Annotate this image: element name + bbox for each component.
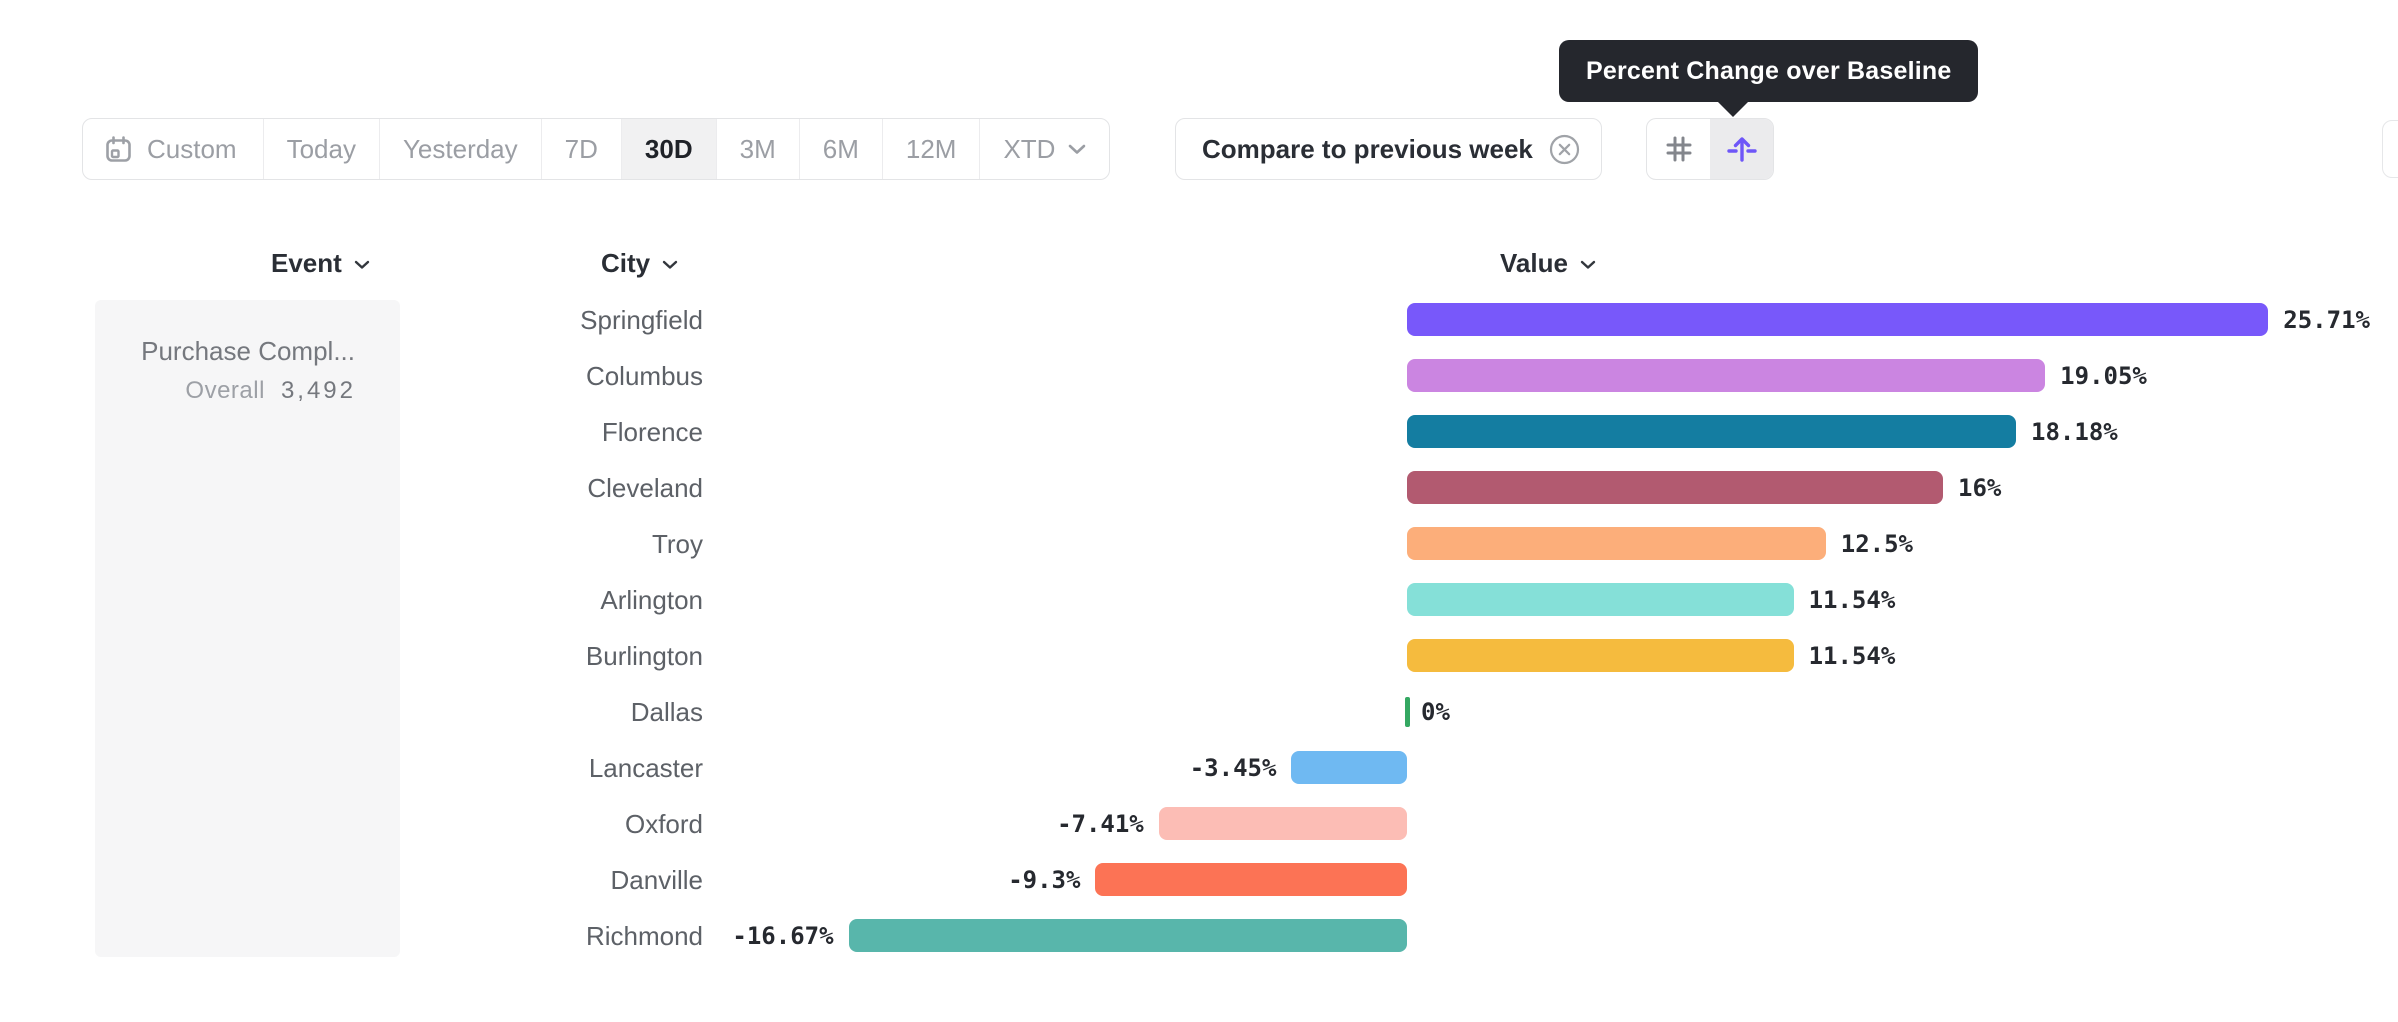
- value-bar[interactable]: [1407, 527, 1826, 560]
- chevron-down-icon: [662, 260, 678, 269]
- value-bar[interactable]: [848, 919, 1407, 952]
- value-label: 19.05%: [2060, 362, 2147, 390]
- city-label: Columbus: [585, 361, 703, 391]
- value-bar[interactable]: [1407, 471, 1943, 504]
- date-range-yesterday[interactable]: Yesterday: [378, 119, 541, 179]
- clipped-edge-button[interactable]: [2382, 120, 2398, 178]
- value-label: 11.54%: [1808, 642, 1896, 670]
- date-range-30d[interactable]: 30D: [620, 119, 716, 179]
- value-label: -16.67%: [732, 922, 834, 950]
- value-bar[interactable]: [1407, 359, 2046, 392]
- view-toggle: [1646, 118, 1774, 180]
- city-label: Arlington: [600, 585, 703, 615]
- overall-label: Overall: [185, 377, 265, 404]
- date-range-6m[interactable]: 6M: [798, 119, 882, 179]
- baseline-arrow-icon: [1725, 132, 1759, 166]
- value-label: -9.3%: [1008, 866, 1081, 894]
- city-label: Troy: [651, 529, 703, 559]
- city-label: Florence: [601, 417, 703, 447]
- table-row: Florence 18.18%: [0, 404, 2398, 460]
- chevron-down-icon: [354, 260, 370, 269]
- baseline-view-button[interactable]: [1710, 119, 1773, 179]
- city-label: Lancaster: [588, 753, 703, 783]
- grid-icon: [1663, 133, 1695, 165]
- table-row: Lancaster -3.45%: [0, 740, 2398, 796]
- value-label: -7.41%: [1057, 810, 1144, 838]
- event-name: Purchase Compl...: [141, 336, 355, 366]
- table-row: Troy 12.5%: [0, 516, 2398, 572]
- date-range-picker: Custom Today Yesterday 7D 30D 3M 6M 12M …: [82, 118, 1111, 180]
- city-label: Springfield: [580, 305, 703, 335]
- value-bar[interactable]: [1407, 415, 2017, 448]
- value-label: 18.18%: [2031, 418, 2118, 446]
- date-range-today[interactable]: Today: [262, 119, 379, 179]
- value-label: 16%: [1958, 474, 2002, 502]
- column-header-event[interactable]: Event: [271, 246, 370, 280]
- compare-button[interactable]: Compare to previous week: [1175, 118, 1602, 180]
- table-row: Burlington 11.54%: [0, 628, 2398, 684]
- date-range-12m[interactable]: 12M: [881, 119, 980, 179]
- table-row: Arlington 11.54%: [0, 572, 2398, 628]
- compare-label: Compare to previous week: [1202, 133, 1533, 164]
- table-row: Cleveland 16%: [0, 460, 2398, 516]
- overall-value: 3,492: [280, 377, 356, 404]
- date-range-custom[interactable]: Custom: [83, 119, 263, 179]
- value-label: 25.71%: [2283, 306, 2370, 334]
- value-bar[interactable]: [1158, 807, 1407, 840]
- column-header-city[interactable]: City: [601, 246, 678, 280]
- table-row: Springfield 25.71%: [0, 292, 2398, 348]
- event-overall: Overall 3,492: [185, 377, 356, 405]
- city-label: Cleveland: [587, 473, 703, 503]
- city-label: Burlington: [585, 641, 703, 671]
- date-range-xtd[interactable]: XTD: [979, 119, 1109, 179]
- calendar-icon: [103, 134, 134, 165]
- tooltip: Percent Change over Baseline: [1559, 40, 1979, 102]
- city-label: Oxford: [624, 809, 703, 839]
- city-label: Richmond: [585, 921, 703, 951]
- table-row: Columbus 19.05%: [0, 348, 2398, 404]
- table-row: Oxford -7.41%: [0, 796, 2398, 852]
- city-label: Dallas: [630, 697, 703, 727]
- close-circle-icon[interactable]: [1548, 133, 1581, 166]
- value-label: 0%: [1421, 698, 1450, 726]
- date-range-3m[interactable]: 3M: [715, 119, 799, 179]
- table-row: Richmond -16.67%: [0, 908, 2398, 964]
- table-row: Dallas 0%: [0, 684, 2398, 740]
- date-range-7d[interactable]: 7D: [540, 119, 621, 179]
- event-cell[interactable]: Purchase Compl... Overall 3,492: [95, 300, 400, 957]
- bar-chart: Springfield 25.71% Columbus 19.05% Flore…: [0, 292, 2398, 964]
- table-row: Danville -9.3%: [0, 852, 2398, 908]
- chevron-down-icon: [1068, 144, 1086, 155]
- tooltip-arrow: [1716, 100, 1750, 117]
- value-bar[interactable]: [1407, 583, 1794, 616]
- value-bar[interactable]: [1407, 303, 2269, 336]
- value-label: 12.5%: [1840, 530, 1913, 558]
- value-bar[interactable]: [1291, 751, 1407, 784]
- grid-view-button[interactable]: [1647, 119, 1710, 179]
- tooltip-text: Percent Change over Baseline: [1586, 56, 1952, 85]
- value-label: 11.54%: [1808, 586, 1896, 614]
- date-range-label: Custom: [147, 133, 237, 164]
- column-header-value[interactable]: Value: [1500, 246, 1596, 280]
- value-bar[interactable]: [1095, 863, 1407, 896]
- chevron-down-icon: [1580, 260, 1596, 269]
- value-bar[interactable]: [1405, 697, 1410, 727]
- value-bar[interactable]: [1407, 639, 1794, 672]
- city-label: Danville: [610, 865, 704, 895]
- value-label: -3.45%: [1189, 754, 1277, 782]
